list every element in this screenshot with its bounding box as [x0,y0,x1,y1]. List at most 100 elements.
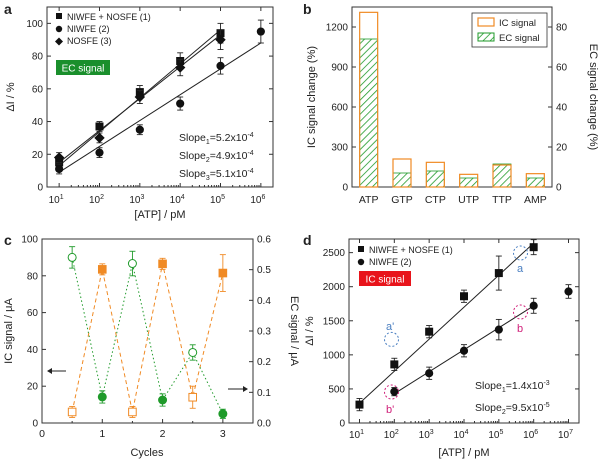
ic-bar-amp [525,173,545,188]
panel-a-ec-badge: EC signal [56,60,110,75]
y-left-tick-label: 20 [27,382,39,393]
x-tick-label: 3 [220,428,226,440]
panel-d-slope-annotations: Slope1=1.4x10-3 Slope2=9.5x10-5 [475,380,550,416]
x-tick-label: 1 [99,428,105,440]
x-tick-label: 2 [160,428,166,440]
panel-d-data-points [355,239,573,412]
category-label-atp: ATP [359,194,379,206]
panel-b-bars: ATP GTP CTP UTP TTP AMP [359,11,547,206]
point-label-a-prime: a' [386,321,394,333]
data-point-series-2 [390,387,399,396]
y-right-tick-label: 80 [556,23,568,34]
legend-ic-swatch [477,17,495,27]
legend-diamond-marker [55,37,63,46]
panel-b-selectivity: ATP GTP CTP UTP TTP AMP 0 300 600 900 1200 0 20 40 60… [306,6,599,206]
panel-letter-a: a [4,1,12,17]
highlight-circle-a-prime [384,331,399,347]
x-tick-label: 103 [129,194,144,206]
y-right-tick-label: 40 [556,103,568,114]
panel-c-axis-arrows [47,368,248,392]
panel-b-legend: IC signal EC signal [471,12,548,48]
data-point-series-3 [134,91,146,103]
y-tick-label: 100 [26,19,43,30]
data-point-series-2 [95,148,104,157]
y-left-tick-label: 0 [342,183,348,194]
point-label-b-prime: b' [386,404,394,416]
panel-d-y-axis-label: ΔI / % [304,316,316,346]
highlight-circle-a [513,245,528,261]
panel-a-frame [46,6,274,188]
ec-bar-ctp [425,170,445,188]
data-point-series-2 [216,61,225,71]
ic-bar-utp [459,173,479,188]
slope-1-annotation: Slope1=1.4x10-3 [475,380,550,394]
x-tick-label: 105 [488,429,503,441]
category-label-gtp: GTP [391,194,413,206]
y-left-tick-label: 0 [32,419,38,430]
data-point-series-1 [494,269,503,278]
panel-b-axis-ticks: 0 300 600 900 1200 0 20 40 60 80 [326,23,568,194]
y-left-tick-label: 80 [27,271,39,282]
slope-2-annotation: Slope2=9.5x10-5 [475,402,550,416]
ic-signal-point [97,265,107,274]
y-left-tick-label: 600 [331,103,348,114]
point-label-b: b [517,323,523,335]
y-tick-label: 0 [339,419,345,430]
ic-signal-badge-text: IC signal [366,275,405,286]
left-axis-arrow-head [47,368,52,374]
panel-c-x-axis-label: Cycles [130,447,164,459]
y-tick-label: 1500 [323,316,346,327]
data-point-series-1 [95,122,104,131]
panel-letter-d: d [303,232,312,248]
data-point-series-2 [256,27,265,36]
fit-line [359,242,535,404]
data-point-series-2 [55,164,64,174]
ec-bar-ttp [492,163,512,188]
x-tick-label: 104 [170,194,185,206]
ec-signal-point [188,347,198,357]
ic-signal-point [67,407,77,417]
ic-signal-point [158,259,167,269]
slope-3-annotation: Slope3=5.1x10-4 [179,168,254,182]
panel-d-legend: NIWFE + NOSFE (1) NIWFE (2) [357,245,453,267]
x-tick-label: 104 [453,429,468,441]
x-tick-label: 103 [419,429,434,441]
legend-ic-label: IC signal [499,18,536,29]
highlight-circle-b-prime [384,384,399,400]
point-label-a: a [517,263,524,275]
data-point-series-1 [529,243,538,252]
ic-bar-ttp [492,164,512,188]
y-tick-label: 1000 [323,350,346,361]
panel-d-ic-badge: IC signal [359,271,411,286]
y-right-tick-label: 0.6 [257,235,271,246]
y-tick-label: 20 [32,150,44,161]
panel-c-axis-ticks: 0 1 2 3 0 20 40 60 80 100 0.0 0.1 0.2 0.3 0.4 0.5 0.6 [21,235,271,441]
panel-d-x-axis-label: [ATP] / pM [438,447,489,459]
y-tick-label: 80 [32,52,44,63]
data-point-series-2 [459,346,469,355]
y-right-tick-label: 0.1 [257,388,271,399]
ec-signal-point [127,259,137,269]
slope-2-annotation: Slope2=4.9x10-4 [179,150,254,164]
ec-signal-point [158,395,168,405]
panel-c-left-axis-label: IC signal / μA [3,298,15,364]
panel-letter-c: c [4,232,12,248]
ic-signal-badge-box [359,271,411,286]
legend-label-series-3: NOSFE (3) [67,36,112,46]
ec-bar-gtp [392,172,412,188]
panel-d-ic-calibration: 101 102 103 104 105 106 107 0 500 1000 1500 2000 250… [304,238,580,459]
ec-signal-badge-text: EC signal [62,64,105,75]
data-point-series-2 [494,325,503,334]
category-label-ctp: CTP [425,194,446,206]
ic-signal-point [128,407,137,417]
x-tick-label: 107 [558,429,573,441]
y-tick-label: 40 [32,117,44,128]
y-left-tick-label: 300 [331,143,348,154]
y-tick-label: 60 [32,84,44,95]
x-tick-label: 106 [523,429,538,441]
panel-a-slope-annotations: Slope1=5.2x10-4 Slope2=4.9x10-4 Slope3=5… [179,132,254,182]
panel-a-ec-calibration: 101 102 103 104 105 106 0 20 40 60 80 100 [ATP] / p… [5,6,274,221]
y-right-tick-label: 20 [556,143,568,154]
